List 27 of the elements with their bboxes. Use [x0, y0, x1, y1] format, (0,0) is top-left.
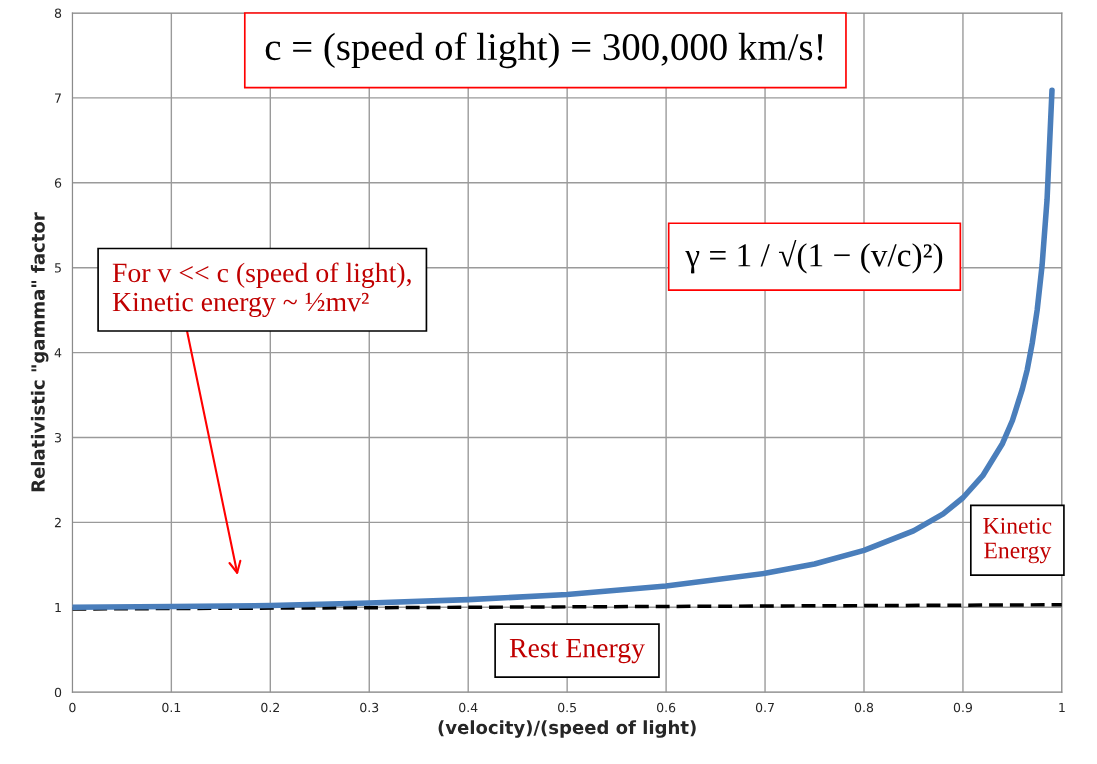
x-tick-label: 0.9 [953, 702, 973, 713]
annotation: For v << c (speed of light), Kinetic energy ~ ½mv² [112, 262, 411, 318]
y-tick-label: 6 [54, 178, 62, 188]
annotation: c = (speed of light) = 300,000 km/s! [265, 32, 823, 69]
x-tick-label: 0.5 [558, 702, 576, 713]
annotation: Kinetic Energy [983, 517, 1052, 564]
x-tick-label: 0.7 [755, 702, 774, 713]
x-tick-label: 0.3 [360, 702, 379, 713]
y-tick-label: 1 [55, 602, 61, 613]
x-tick-label: 0.8 [854, 702, 874, 713]
y-tick-label: 2 [54, 517, 61, 528]
y-tick-label: 5 [55, 263, 61, 273]
x-axis-title: (velocity)/(speed of light) [438, 720, 696, 738]
y-axis-title: Relativistic "gamma" factor [30, 212, 49, 492]
x-tick-label: 0.1 [162, 702, 181, 713]
y-tick-label: 0 [54, 687, 62, 698]
y-tick-label: 8 [54, 8, 62, 18]
y-tick-label: 7 [55, 93, 61, 103]
x-tick-label: 0.4 [459, 702, 478, 713]
y-tick-label: 4 [54, 348, 62, 358]
y-tick-label: 3 [54, 432, 61, 443]
x-tick-label: 1 [1059, 702, 1065, 713]
x-tick-label: 0.6 [656, 702, 676, 713]
annotation: γ = 1 / √(1 − (v/c)²) [685, 239, 943, 274]
annotation: Rest Energy [509, 638, 645, 664]
x-tick-label: 0 [69, 702, 76, 713]
x-tick-label: 0.2 [261, 702, 279, 713]
